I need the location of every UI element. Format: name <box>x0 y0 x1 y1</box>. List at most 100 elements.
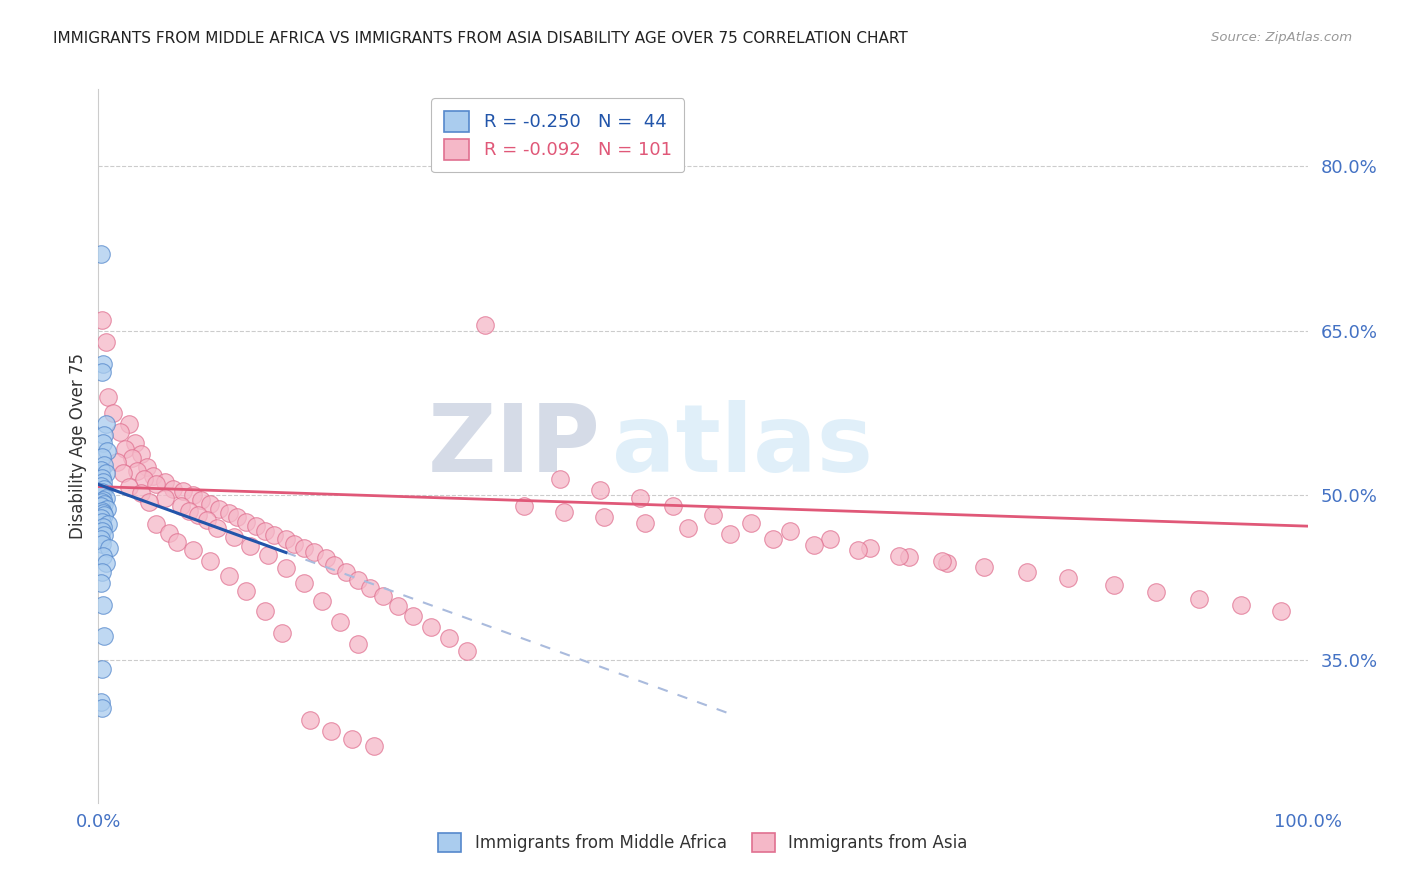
Point <box>342 732 364 747</box>
Point <box>198 497 221 511</box>
Point <box>437 631 460 645</box>
Point <box>93 528 115 542</box>
Point <box>859 541 882 555</box>
Point <box>661 500 683 514</box>
Point <box>93 458 115 472</box>
Point <box>1057 571 1080 585</box>
Point <box>91 312 114 326</box>
Point <box>138 495 160 509</box>
Point <box>235 515 257 529</box>
Point <box>142 468 165 483</box>
Point <box>91 450 114 464</box>
Point <box>91 537 114 551</box>
Point <box>91 485 114 500</box>
Point <box>134 472 156 486</box>
Point <box>474 318 496 333</box>
Point <box>93 629 115 643</box>
Point <box>226 510 249 524</box>
Text: IMMIGRANTS FROM MIDDLE AFRICA VS IMMIGRANTS FROM ASIA DISABILITY AGE OVER 75 COR: IMMIGRANTS FROM MIDDLE AFRICA VS IMMIGRA… <box>53 31 908 46</box>
Point <box>274 561 297 575</box>
Point <box>205 521 228 535</box>
Point <box>254 604 277 618</box>
Point <box>740 516 762 530</box>
Point <box>127 464 149 478</box>
Point <box>550 472 572 486</box>
Point <box>90 695 112 709</box>
Point <box>818 533 841 547</box>
Point <box>936 557 959 571</box>
Point <box>91 495 114 509</box>
Point <box>195 512 218 526</box>
Point <box>420 620 443 634</box>
Point <box>187 508 209 523</box>
Point <box>513 500 536 514</box>
Point <box>166 534 188 549</box>
Point <box>145 477 167 491</box>
Point <box>592 510 614 524</box>
Point <box>124 435 146 450</box>
Point <box>678 521 700 535</box>
Point <box>153 491 176 505</box>
Text: Source: ZipAtlas.com: Source: ZipAtlas.com <box>1212 31 1353 45</box>
Point <box>762 533 785 547</box>
Point <box>91 357 114 371</box>
Point <box>702 508 724 523</box>
Point <box>90 488 112 502</box>
Point <box>181 543 204 558</box>
Point <box>90 478 112 492</box>
Point <box>105 455 128 469</box>
Point <box>179 504 201 518</box>
Point <box>91 549 114 563</box>
Point <box>319 724 342 739</box>
Point <box>93 508 115 523</box>
Point <box>218 568 240 582</box>
Point <box>190 492 212 507</box>
Point <box>94 417 117 431</box>
Point <box>90 247 112 261</box>
Point <box>93 497 115 511</box>
Point <box>121 451 143 466</box>
Point <box>96 444 118 458</box>
Point <box>94 491 117 505</box>
Point <box>1188 591 1211 606</box>
Point <box>145 516 167 531</box>
Point <box>245 519 267 533</box>
Point <box>91 471 114 485</box>
Point <box>118 480 141 494</box>
Point <box>803 538 825 552</box>
Point <box>91 515 114 529</box>
Point <box>589 483 612 497</box>
Point <box>456 644 478 658</box>
Point <box>292 541 315 555</box>
Point <box>97 516 120 531</box>
Point <box>299 714 322 728</box>
Point <box>628 491 651 505</box>
Point <box>153 475 176 490</box>
Point <box>172 483 194 498</box>
Point <box>387 599 409 614</box>
Point <box>181 488 204 502</box>
Point <box>91 662 114 676</box>
Point <box>256 548 278 562</box>
Legend: Immigrants from Middle Africa, Immigrants from Asia: Immigrants from Middle Africa, Immigrant… <box>432 826 974 859</box>
Point <box>90 463 112 477</box>
Point <box>91 598 114 612</box>
Point <box>402 609 425 624</box>
Point <box>271 625 294 640</box>
Point <box>91 566 114 580</box>
Point <box>118 417 141 431</box>
Point <box>846 543 869 558</box>
Point <box>263 528 285 542</box>
Point <box>91 504 114 518</box>
Point <box>323 558 346 572</box>
Point <box>302 545 325 559</box>
Point <box>98 541 121 555</box>
Point <box>347 573 370 587</box>
Point <box>1015 566 1038 580</box>
Point <box>274 533 297 547</box>
Point <box>91 506 114 520</box>
Point <box>1102 578 1125 592</box>
Point <box>222 530 245 544</box>
Point <box>129 447 152 461</box>
Point <box>239 539 262 553</box>
